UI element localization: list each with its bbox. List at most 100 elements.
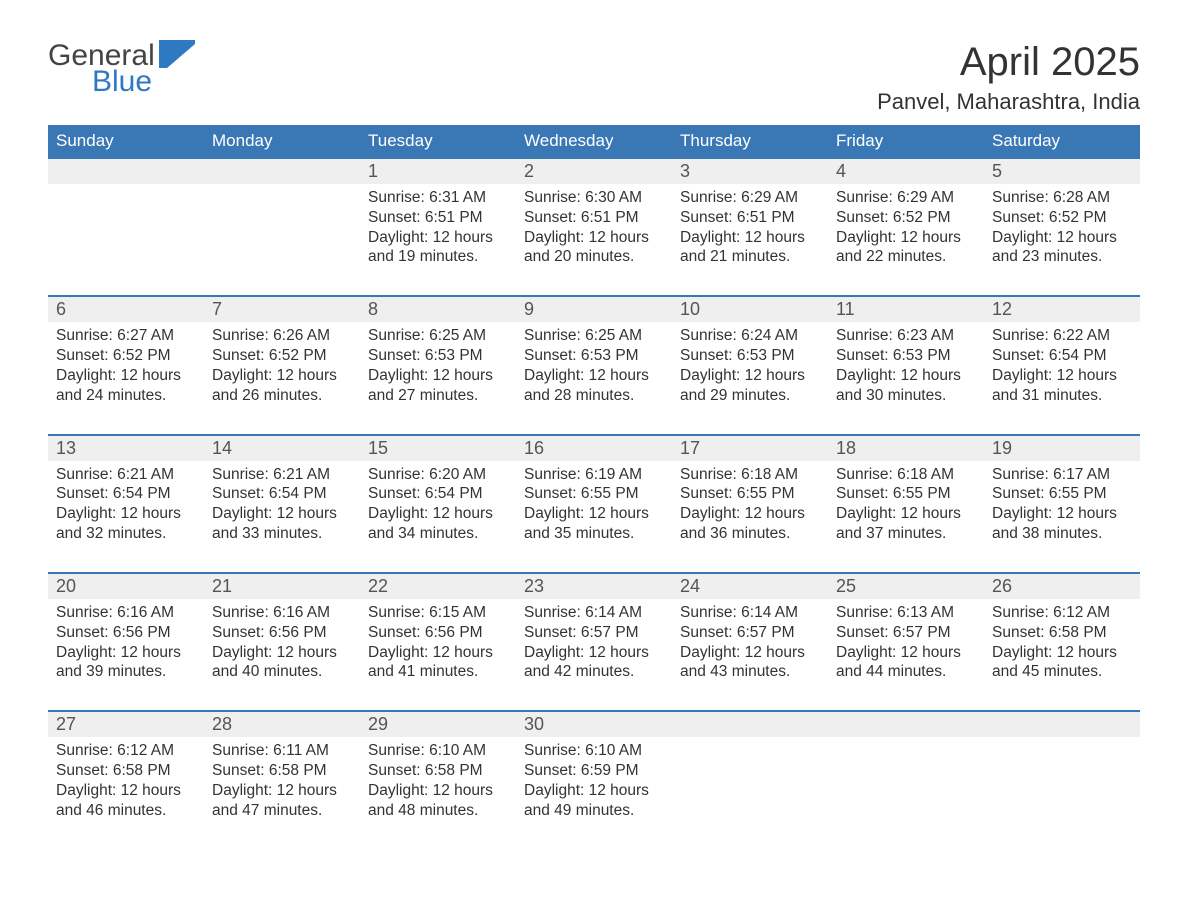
sunrise-text: Sunrise: 6:15 AM: [368, 603, 508, 623]
day-number-cell: 20: [48, 573, 204, 599]
sunrise-text: Sunrise: 6:25 AM: [368, 326, 508, 346]
daylight1-text: Daylight: 12 hours: [836, 504, 976, 524]
day-detail-row: Sunrise: 6:12 AMSunset: 6:58 PMDaylight:…: [48, 737, 1140, 848]
day-detail-cell: Sunrise: 6:31 AMSunset: 6:51 PMDaylight:…: [360, 184, 516, 296]
day-detail-cell: [48, 184, 204, 296]
day-number-cell: 18: [828, 435, 984, 461]
day-number-cell: 23: [516, 573, 672, 599]
daylight2-text: and 43 minutes.: [680, 662, 820, 682]
day-detail-cell: [828, 737, 984, 848]
sunrise-text: Sunrise: 6:16 AM: [212, 603, 352, 623]
sunrise-text: Sunrise: 6:13 AM: [836, 603, 976, 623]
day-detail-cell: Sunrise: 6:11 AMSunset: 6:58 PMDaylight:…: [204, 737, 360, 848]
sunrise-text: Sunrise: 6:18 AM: [836, 465, 976, 485]
daylight2-text: and 23 minutes.: [992, 247, 1132, 267]
daylight1-text: Daylight: 12 hours: [680, 228, 820, 248]
day-number: 4: [828, 159, 984, 184]
daylight1-text: Daylight: 12 hours: [524, 366, 664, 386]
daylight2-text: and 48 minutes.: [368, 801, 508, 821]
sunset-text: Sunset: 6:53 PM: [368, 346, 508, 366]
logo-text: General Blue: [48, 40, 155, 97]
day-number-cell: 30: [516, 711, 672, 737]
daylight2-text: and 28 minutes.: [524, 386, 664, 406]
daylight2-text: and 41 minutes.: [368, 662, 508, 682]
day-detail-cell: Sunrise: 6:16 AMSunset: 6:56 PMDaylight:…: [204, 599, 360, 711]
daylight2-text: and 24 minutes.: [56, 386, 196, 406]
day-number-cell: 7: [204, 296, 360, 322]
sunrise-text: Sunrise: 6:18 AM: [680, 465, 820, 485]
day-detail-cell: Sunrise: 6:26 AMSunset: 6:52 PMDaylight:…: [204, 322, 360, 434]
day-number: 17: [672, 436, 828, 461]
daylight2-text: and 49 minutes.: [524, 801, 664, 821]
day-number: 30: [516, 712, 672, 737]
day-detail-row: Sunrise: 6:31 AMSunset: 6:51 PM Daylight:…: [48, 184, 1140, 296]
sunrise-text: Sunrise: 6:20 AM: [368, 465, 508, 485]
calendar-header-row: SundayMondayTuesdayWednesdayThursdayFrid…: [48, 125, 1140, 158]
day-number: 10: [672, 297, 828, 322]
day-number: 14: [204, 436, 360, 461]
daylight2-text: and 19 minutes.: [368, 247, 508, 267]
day-number: 1: [360, 159, 516, 184]
daylight1-text: Daylight: 12 hours: [680, 643, 820, 663]
sunset-text: Sunset: 6:56 PM: [368, 623, 508, 643]
daylight1-text: Daylight: 12 hours: [836, 643, 976, 663]
day-number: 20: [48, 574, 204, 599]
weekday-header: Monday: [204, 125, 360, 158]
day-number-row: 20212223242526: [48, 573, 1140, 599]
day-detail-cell: Sunrise: 6:21 AMSunset: 6:54 PMDaylight:…: [204, 461, 360, 573]
weekday-header: Sunday: [48, 125, 204, 158]
sunset-text: Sunset: 6:52 PM: [836, 208, 976, 228]
daylight2-text: and 22 minutes.: [836, 247, 976, 267]
sunrise-text: Sunrise: 6:29 AM: [680, 188, 820, 208]
day-number-cell: 8: [360, 296, 516, 322]
daylight2-text: and 44 minutes.: [836, 662, 976, 682]
day-detail-cell: Sunrise: 6:28 AMSunset: 6:52 PMDaylight:…: [984, 184, 1140, 296]
day-number: 7: [204, 297, 360, 322]
day-number: 9: [516, 297, 672, 322]
sunrise-text: Sunrise: 6:26 AM: [212, 326, 352, 346]
weekday-header: Friday: [828, 125, 984, 158]
day-number-cell: 27: [48, 711, 204, 737]
day-detail-cell: Sunrise: 6:17 AMSunset: 6:55 PMDaylight:…: [984, 461, 1140, 573]
sunset-text: Sunset: 6:53 PM: [836, 346, 976, 366]
weekday-header: Saturday: [984, 125, 1140, 158]
daylight2-text: and 26 minutes.: [212, 386, 352, 406]
sunrise-text: Sunrise: 6:21 AM: [212, 465, 352, 485]
sunset-text: Sunset: 6:54 PM: [56, 484, 196, 504]
daylight2-text: and 35 minutes.: [524, 524, 664, 544]
day-number-cell: .: [204, 158, 360, 184]
sunset-text: Sunset: 6:58 PM: [992, 623, 1132, 643]
sunset-text: Sunset: 6:51 PM: [368, 208, 508, 228]
day-number-cell: 24: [672, 573, 828, 599]
sunrise-text: Sunrise: 6:19 AM: [524, 465, 664, 485]
daylight2-text: and 39 minutes.: [56, 662, 196, 682]
daylight1-text: Daylight: 12 hours: [212, 643, 352, 663]
sunset-text: Sunset: 6:55 PM: [992, 484, 1132, 504]
daylight2-text: and 34 minutes.: [368, 524, 508, 544]
sunset-text: Sunset: 6:56 PM: [56, 623, 196, 643]
day-detail-cell: Sunrise: 6:18 AMSunset: 6:55 PMDaylight:…: [828, 461, 984, 573]
sunset-text: Sunset: 6:54 PM: [368, 484, 508, 504]
daylight1-text: Daylight: 12 hours: [680, 366, 820, 386]
day-number: 15: [360, 436, 516, 461]
day-number: 24: [672, 574, 828, 599]
daylight1-text: Daylight: 12 hours: [368, 781, 508, 801]
daylight2-text: and 47 minutes.: [212, 801, 352, 821]
day-number: 28: [204, 712, 360, 737]
day-detail-cell: Sunrise: 6:30 AMSunset: 6:51 PMDaylight:…: [516, 184, 672, 296]
day-detail-row: Sunrise: 6:21 AM Sunset: 6:54 PM Daylight:…: [48, 461, 1140, 573]
day-number-cell: 29: [360, 711, 516, 737]
sunset-text: Sunset: 6:54 PM: [992, 346, 1132, 366]
daylight2-text: and 27 minutes.: [368, 386, 508, 406]
sunset-text: Sunset: 6:55 PM: [524, 484, 664, 504]
sunset-text: Sunset: 6:58 PM: [56, 761, 196, 781]
sunset-text: Sunset: 6:57 PM: [524, 623, 664, 643]
sunrise-text: Sunrise: 6:31 AM: [368, 188, 508, 208]
day-detail-cell: Sunrise: 6:18 AMSunset: 6:55 PMDaylight:…: [672, 461, 828, 573]
sunrise-text: Sunrise: 6:10 AM: [368, 741, 508, 761]
title-block: April 2025 Panvel, Maharashtra, India: [877, 40, 1140, 115]
day-number: 13: [48, 436, 204, 461]
day-number: 11: [828, 297, 984, 322]
daylight2-text: and 36 minutes.: [680, 524, 820, 544]
daylight2-text: and 38 minutes.: [992, 524, 1132, 544]
